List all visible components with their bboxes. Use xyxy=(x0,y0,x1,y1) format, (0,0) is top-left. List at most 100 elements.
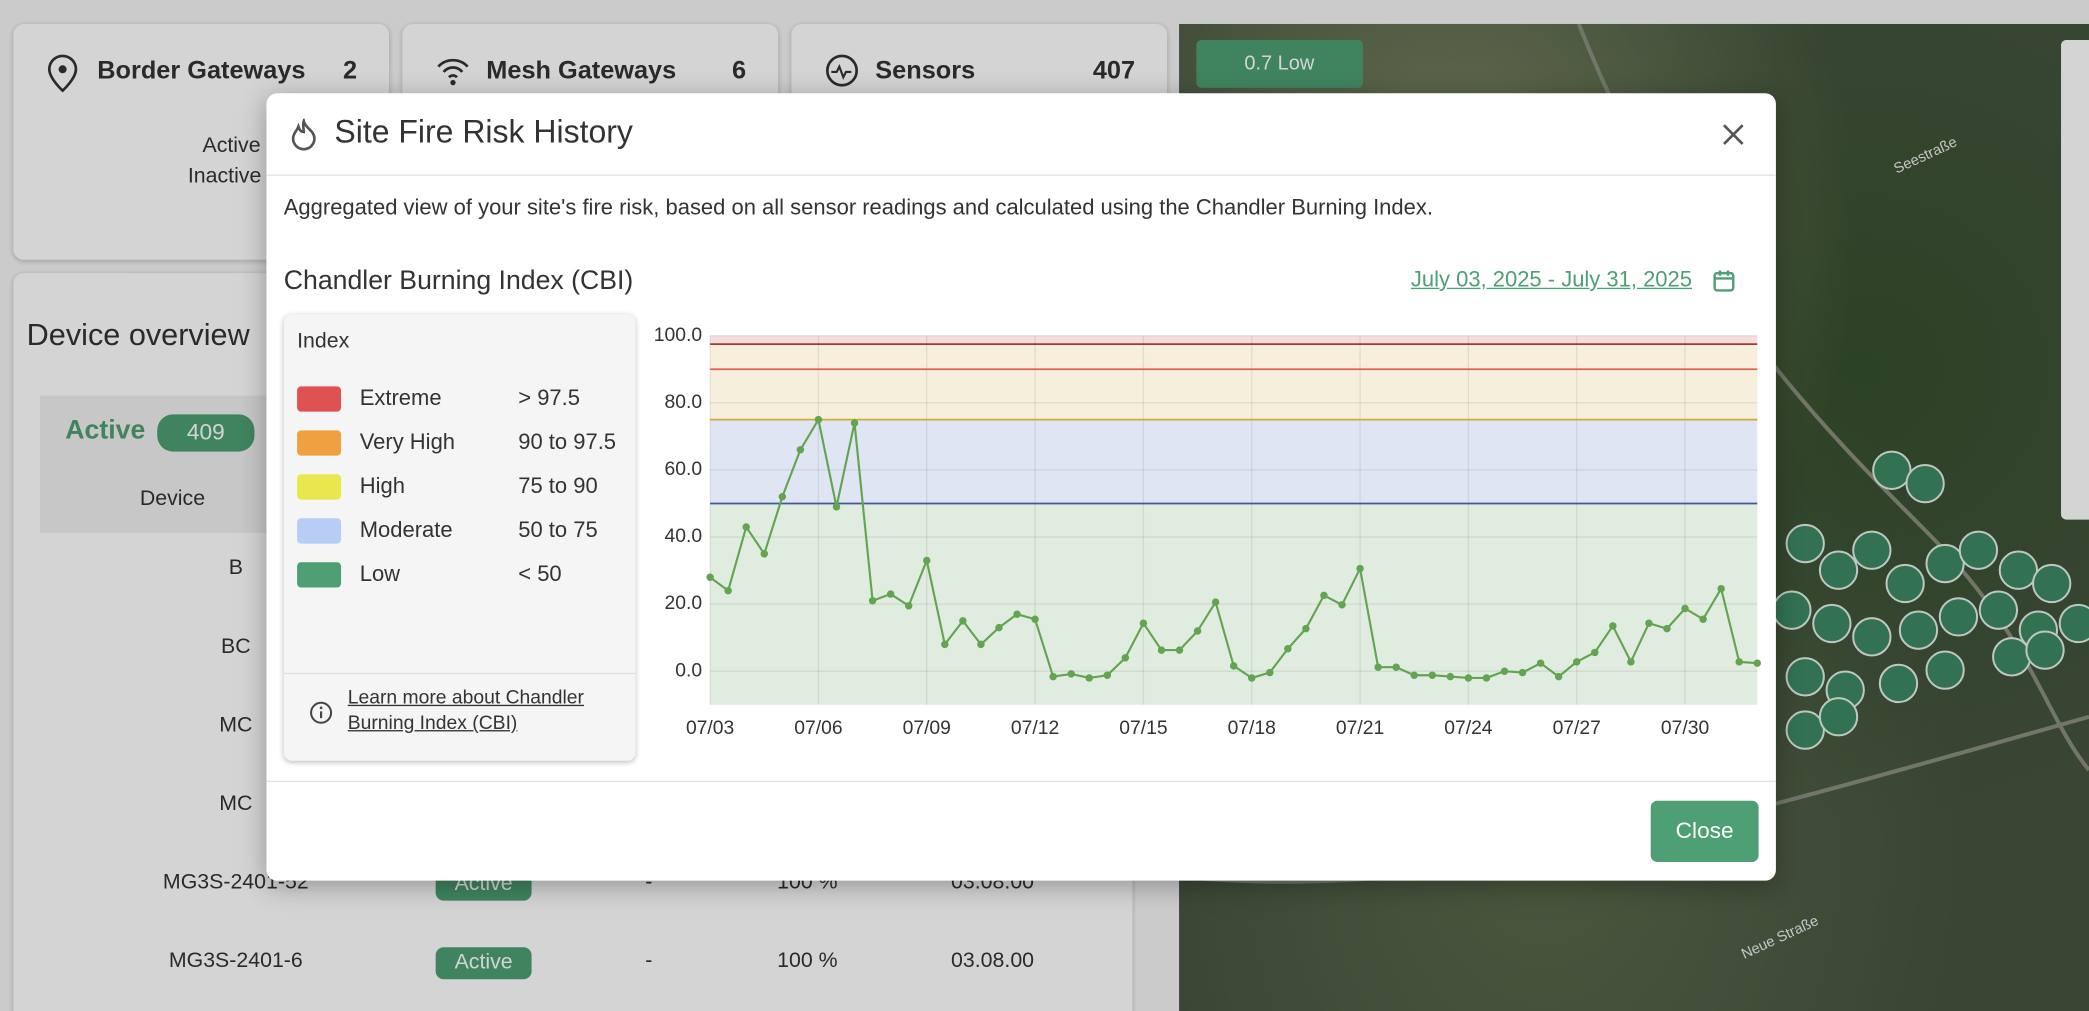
tab-count: 409 xyxy=(157,414,255,452)
y-tick-label: 40.0 xyxy=(665,526,703,547)
data-point xyxy=(1482,674,1491,682)
x-tick-label: 07/03 xyxy=(686,718,734,739)
data-point xyxy=(1139,619,1148,627)
cell: 100 % xyxy=(777,949,838,973)
gateway-icon xyxy=(47,54,78,93)
data-point xyxy=(760,550,768,558)
data-point xyxy=(1500,667,1509,675)
chart-title: Chandler Burning Index (CBI) xyxy=(283,266,634,296)
legend-label: Extreme xyxy=(359,386,442,411)
legend-label: Moderate xyxy=(359,518,453,543)
x-tick-label: 07/09 xyxy=(903,718,951,739)
cell: 03.08.00 xyxy=(951,949,1035,973)
map-toolbar[interactable] xyxy=(2061,39,2089,520)
cell: BC xyxy=(220,635,251,659)
data-point xyxy=(1717,584,1725,593)
modal-title: Site Fire Risk History xyxy=(334,114,633,151)
x-tick-label: 07/06 xyxy=(794,718,842,739)
cell: MC xyxy=(219,714,253,737)
data-point xyxy=(1392,663,1400,671)
x-tick-label: 07/21 xyxy=(1336,718,1384,739)
fire-icon xyxy=(291,118,316,151)
stat-value: 6 xyxy=(731,57,747,86)
status-line: Inactive xyxy=(187,165,262,188)
legend-range: 50 to 75 xyxy=(518,518,598,543)
legend-label: Low xyxy=(359,562,401,587)
data-point xyxy=(977,640,985,649)
data-point xyxy=(904,602,913,610)
risk-badge-text: 0.7 Low xyxy=(1244,51,1315,75)
legend-title: Index xyxy=(297,330,350,354)
data-point xyxy=(1248,674,1256,682)
data-point xyxy=(868,597,877,605)
learn-more-link[interactable]: Learn more about Chandler Burning Index … xyxy=(347,687,584,735)
risk-band xyxy=(710,335,1758,345)
data-point xyxy=(832,503,841,511)
cell: - xyxy=(645,871,653,894)
y-tick-label: 100.0 xyxy=(654,325,702,346)
risk-band xyxy=(710,369,1758,420)
risk-badge[interactable]: 0.7 Low xyxy=(1196,39,1363,88)
data-point xyxy=(1428,671,1437,679)
legend-swatch xyxy=(297,562,342,588)
data-point xyxy=(706,573,714,582)
data-point xyxy=(1735,658,1743,666)
data-point xyxy=(1627,658,1635,666)
data-point xyxy=(1103,671,1112,679)
stat-label: Mesh Gateways xyxy=(486,57,677,86)
data-point xyxy=(1157,646,1166,654)
modal: Site Fire Risk History Aggregated view o… xyxy=(266,93,1776,881)
data-point xyxy=(923,556,931,565)
data-point xyxy=(1410,671,1418,679)
cell: MG3S-2401-6 xyxy=(168,949,303,973)
x-tick-label: 07/15 xyxy=(1119,718,1167,739)
calendar-icon[interactable] xyxy=(1712,269,1736,293)
data-point xyxy=(1013,610,1021,618)
x-tick-label: 07/12 xyxy=(1011,718,1059,739)
legend-swatch xyxy=(297,386,342,412)
stat-value: 407 xyxy=(1092,57,1136,86)
data-point xyxy=(1645,619,1653,627)
column-header: Device xyxy=(139,487,206,511)
status-line: Active xyxy=(202,134,261,158)
legend-swatch xyxy=(297,474,342,500)
data-point xyxy=(1681,604,1689,613)
data-point xyxy=(1266,668,1274,677)
divider xyxy=(266,174,1776,176)
tab[interactable]: Active xyxy=(65,415,146,445)
date-range[interactable]: July 03, 2025 - July 31, 2025 xyxy=(1410,267,1692,292)
y-tick-label: 80.0 xyxy=(665,392,703,413)
data-point xyxy=(1699,615,1707,623)
legend-range: 75 to 90 xyxy=(518,474,598,499)
close-button[interactable]: Close xyxy=(1650,800,1759,862)
legend: Index Learn more about Chandler Burning … xyxy=(283,314,636,761)
data-point xyxy=(1284,645,1292,653)
data-point xyxy=(850,419,859,427)
legend-range: > 97.5 xyxy=(518,386,580,411)
data-point xyxy=(1338,601,1346,609)
data-point xyxy=(778,493,787,501)
data-point xyxy=(1554,672,1563,681)
data-point xyxy=(1302,624,1310,633)
info-icon xyxy=(310,701,333,724)
data-point xyxy=(796,446,805,454)
data-point xyxy=(1374,663,1382,671)
data-point xyxy=(814,415,823,424)
cell: MC xyxy=(219,792,253,816)
stat-label: Sensors xyxy=(875,57,976,86)
y-tick-label: 0.0 xyxy=(675,660,702,681)
data-point xyxy=(1085,674,1093,682)
x-tick-label: 07/24 xyxy=(1444,718,1493,739)
data-point xyxy=(1446,672,1455,681)
data-point xyxy=(1518,668,1527,677)
status-pill: Active xyxy=(435,947,532,980)
data-point xyxy=(1067,670,1075,678)
x-tick-label: 07/27 xyxy=(1553,718,1601,739)
data-point xyxy=(742,523,750,531)
sensor-icon xyxy=(826,54,858,87)
close-icon[interactable] xyxy=(1721,123,1745,147)
data-point xyxy=(1175,646,1184,654)
panel-title: Device overview xyxy=(26,317,250,352)
data-point xyxy=(1211,598,1220,606)
